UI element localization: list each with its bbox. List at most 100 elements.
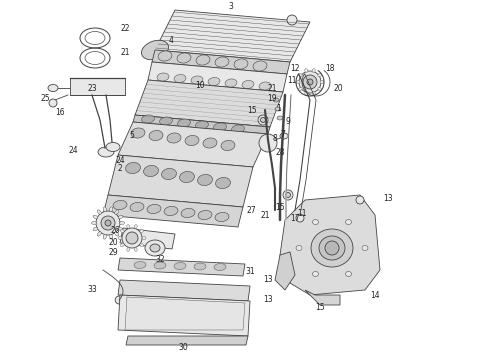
Ellipse shape [142,237,146,239]
Ellipse shape [216,177,230,189]
Ellipse shape [140,229,144,233]
Text: 13: 13 [383,194,393,202]
Ellipse shape [110,234,113,239]
Ellipse shape [118,215,123,219]
Ellipse shape [150,244,160,252]
Text: 15: 15 [247,105,257,114]
Ellipse shape [115,232,119,236]
Ellipse shape [283,190,293,200]
Ellipse shape [296,81,300,84]
Ellipse shape [154,262,166,269]
Ellipse shape [115,296,123,304]
Ellipse shape [296,246,302,251]
Ellipse shape [177,53,191,63]
Ellipse shape [203,138,217,148]
Ellipse shape [113,201,127,210]
Text: 24: 24 [115,156,125,165]
Ellipse shape [280,133,288,139]
Ellipse shape [215,57,229,67]
Ellipse shape [142,40,169,60]
Text: 28: 28 [275,148,285,157]
Ellipse shape [126,232,138,244]
Ellipse shape [298,73,302,77]
Ellipse shape [286,193,291,198]
Ellipse shape [214,123,226,131]
Text: 33: 33 [87,285,97,294]
Ellipse shape [345,220,351,225]
Ellipse shape [174,262,186,270]
Ellipse shape [103,207,106,212]
Ellipse shape [298,87,302,91]
Ellipse shape [325,241,339,255]
Polygon shape [125,297,245,330]
Ellipse shape [232,125,245,133]
Ellipse shape [196,121,208,129]
Ellipse shape [134,261,146,269]
Text: 26: 26 [110,225,120,234]
Ellipse shape [130,202,144,212]
Ellipse shape [48,85,58,91]
Ellipse shape [160,117,172,125]
Ellipse shape [120,221,124,225]
Text: 29: 29 [108,248,118,257]
Ellipse shape [273,98,279,102]
Polygon shape [118,258,245,276]
Ellipse shape [145,240,165,256]
Text: 12: 12 [290,63,300,72]
Ellipse shape [253,61,267,71]
Text: 13: 13 [263,275,273,284]
Ellipse shape [167,133,181,143]
Text: 15: 15 [275,202,285,212]
Ellipse shape [118,237,122,239]
Text: 14: 14 [370,291,380,300]
Ellipse shape [287,15,297,25]
Ellipse shape [106,143,120,152]
Ellipse shape [115,210,119,214]
Ellipse shape [147,204,161,213]
Text: 23: 23 [87,84,97,93]
Ellipse shape [103,234,106,239]
Text: 24: 24 [68,145,78,154]
Ellipse shape [144,166,158,176]
Ellipse shape [49,99,57,107]
Ellipse shape [197,175,213,185]
Ellipse shape [196,55,210,65]
Ellipse shape [318,73,321,77]
Text: 13: 13 [263,296,273,305]
Ellipse shape [98,147,114,157]
Ellipse shape [215,212,229,221]
Ellipse shape [303,75,317,89]
Ellipse shape [299,71,321,93]
Text: 20: 20 [333,84,343,93]
Polygon shape [118,295,250,336]
Ellipse shape [98,232,101,236]
Polygon shape [70,78,125,95]
Text: 11: 11 [297,208,307,217]
Text: 21: 21 [120,48,130,57]
Ellipse shape [181,208,195,217]
Ellipse shape [125,162,141,174]
Ellipse shape [105,220,111,226]
Ellipse shape [98,210,101,214]
Ellipse shape [345,271,351,276]
Ellipse shape [259,82,271,90]
Ellipse shape [225,79,237,87]
Ellipse shape [118,228,123,231]
Ellipse shape [311,229,353,267]
Polygon shape [135,80,283,127]
Text: 25: 25 [40,94,50,103]
Ellipse shape [313,271,318,276]
Ellipse shape [149,130,163,140]
Text: 7: 7 [281,130,286,139]
Ellipse shape [208,77,220,86]
Polygon shape [305,290,340,305]
Text: 8: 8 [272,134,277,143]
Polygon shape [120,228,175,249]
Ellipse shape [242,80,254,89]
Ellipse shape [92,221,97,225]
Polygon shape [108,155,253,207]
Text: 21: 21 [267,84,277,93]
Text: 31: 31 [245,266,255,275]
Text: 4: 4 [169,36,173,45]
Ellipse shape [312,69,315,73]
